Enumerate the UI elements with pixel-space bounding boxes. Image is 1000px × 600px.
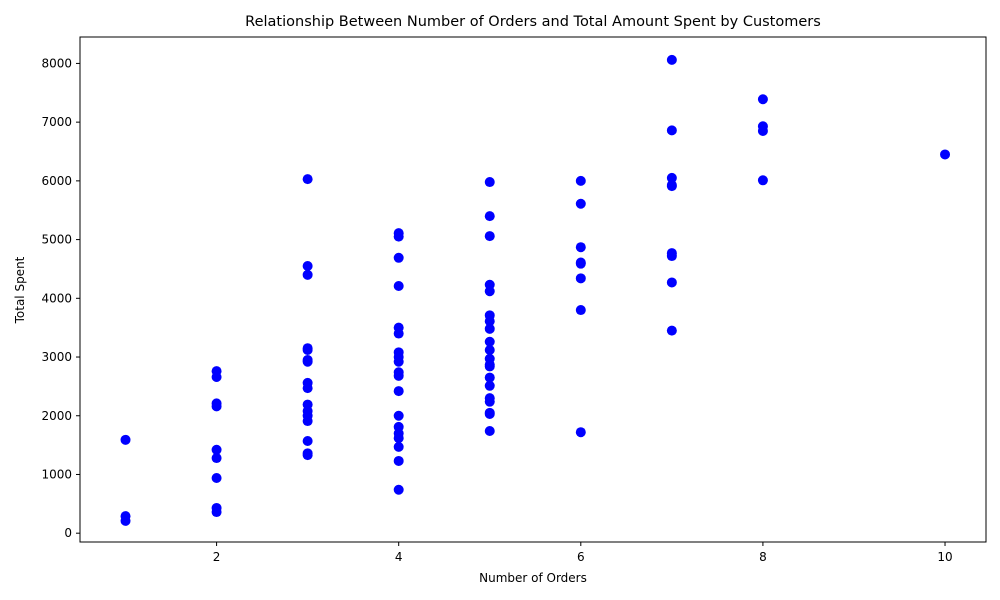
y-tick-label: 7000: [41, 115, 72, 129]
y-tick-label: 1000: [41, 467, 72, 481]
data-point: [575, 305, 586, 316]
x-axis-label: Number of Orders: [479, 571, 587, 585]
x-tick-label: 4: [395, 550, 403, 564]
x-axis: 2 4 6 8 10: [213, 542, 953, 564]
data-point: [666, 277, 677, 288]
data-point: [484, 396, 495, 407]
data-point: [393, 386, 404, 397]
data-point: [484, 323, 495, 334]
x-tick-label: 2: [213, 550, 221, 564]
data-point: [393, 441, 404, 452]
data-point: [393, 252, 404, 263]
data-point: [484, 372, 495, 383]
x-tick-label: 8: [759, 550, 767, 564]
data-point: [120, 434, 131, 445]
scatter-points: [120, 54, 951, 526]
data-point: [302, 174, 313, 185]
data-point: [484, 426, 495, 437]
data-point: [393, 433, 404, 444]
x-tick-label: 6: [577, 550, 585, 564]
data-point: [666, 251, 677, 262]
data-point: [393, 410, 404, 421]
data-point: [484, 316, 495, 327]
data-point: [211, 444, 222, 455]
y-tick-label: 8000: [41, 56, 72, 70]
y-tick-label: 2000: [41, 409, 72, 423]
data-point: [393, 328, 404, 339]
data-point: [575, 258, 586, 269]
y-tick-label: 0: [64, 526, 72, 540]
y-tick-label: 4000: [41, 291, 72, 305]
data-point: [393, 370, 404, 381]
data-point: [302, 450, 313, 461]
plot-frame: [79, 36, 987, 543]
data-point: [211, 401, 222, 412]
y-tick-label: 5000: [41, 233, 72, 247]
data-point: [302, 344, 313, 355]
data-point: [666, 325, 677, 336]
y-axis-label: Total Spent: [13, 256, 27, 324]
data-point: [302, 436, 313, 446]
data-point: [575, 242, 586, 253]
data-point: [302, 356, 313, 367]
data-point: [666, 54, 677, 65]
data-point: [302, 383, 313, 394]
data-point: [211, 453, 222, 464]
y-tick-label: 3000: [41, 350, 72, 364]
data-point: [393, 280, 404, 291]
data-point: [211, 371, 222, 382]
data-point: [757, 125, 768, 136]
chart-title: Relationship Between Number of Orders an…: [245, 14, 821, 30]
data-point: [211, 507, 222, 518]
data-point: [484, 231, 495, 242]
data-point: [484, 177, 495, 188]
data-point: [484, 211, 495, 222]
data-point: [484, 336, 495, 347]
y-tick-label: 6000: [41, 174, 72, 188]
data-point: [393, 231, 404, 242]
data-point: [666, 181, 677, 192]
data-point: [484, 380, 495, 391]
data-point: [940, 149, 951, 160]
data-point: [484, 408, 495, 419]
data-point: [393, 356, 404, 367]
data-point: [575, 273, 586, 284]
data-point: [757, 94, 768, 105]
data-point: [302, 269, 313, 280]
data-point: [484, 361, 495, 372]
data-point: [393, 484, 404, 495]
data-point: [575, 427, 586, 438]
data-point: [120, 515, 131, 526]
data-point: [302, 261, 313, 272]
data-point: [302, 416, 313, 427]
data-point: [666, 125, 677, 136]
data-point: [757, 175, 768, 186]
data-point: [484, 286, 495, 297]
x-tick-label: 10: [937, 550, 952, 564]
data-point: [211, 472, 222, 483]
data-point: [484, 344, 495, 355]
data-point: [393, 455, 404, 466]
data-point: [666, 172, 677, 183]
data-point: [575, 198, 586, 209]
y-axis: 0 1000 2000 3000 4000 5000 6000 7000 8000: [41, 56, 80, 540]
data-point: [575, 175, 586, 186]
